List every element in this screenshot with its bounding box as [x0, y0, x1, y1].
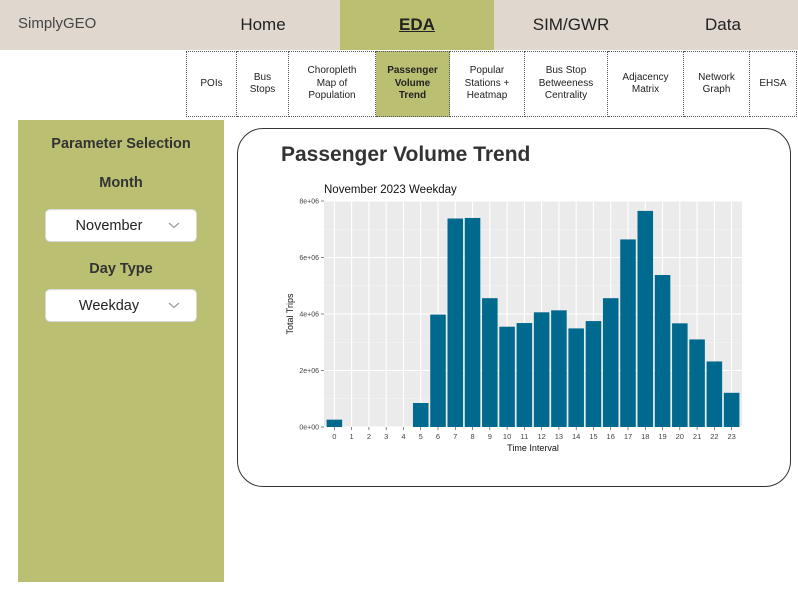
bar-hour-9: [482, 298, 498, 427]
x-tick-label: 16: [607, 432, 615, 441]
trend-panel: Passenger Volume Trend November 2023 Wee…: [237, 128, 791, 487]
bar-hour-15: [585, 321, 602, 427]
bar-hour-8: [464, 217, 481, 427]
y-tick-label: 0e+00: [299, 425, 319, 432]
x-tick-label: 1: [350, 432, 354, 441]
bar-hour-22: [706, 361, 723, 427]
y-tick-label: 8e+06: [299, 199, 319, 206]
top-navbar: SimplyGEO Home EDA SIM/GWR Data: [0, 0, 798, 50]
day-type-select[interactable]: Weekday: [45, 289, 197, 322]
parameter-sidebar: Parameter Selection Month November Day T…: [18, 120, 224, 582]
x-tick-label: 21: [693, 432, 701, 441]
month-select[interactable]: November: [45, 209, 197, 242]
chevron-down-icon: [168, 222, 180, 229]
x-tick-label: 0: [332, 432, 336, 441]
x-tick-label: 2: [367, 432, 371, 441]
x-tick-label: 23: [727, 432, 735, 441]
bar-hour-12: [533, 312, 550, 427]
bar-hour-21: [689, 339, 705, 427]
x-tick-label: 19: [658, 432, 666, 441]
y-tick-label: 2e+06: [299, 368, 319, 375]
nav-data[interactable]: Data: [705, 15, 741, 34]
panel-title: Passenger Volume Trend: [281, 143, 531, 166]
month-label: Month: [99, 175, 143, 191]
x-tick-label: 7: [453, 432, 457, 441]
bar-hour-13: [551, 310, 567, 427]
x-axis-label: Time Interval: [507, 443, 559, 453]
tab-passenger-volume-trend[interactable]: Passenger Volume Trend: [376, 51, 450, 117]
bar-hour-16: [602, 298, 619, 427]
x-tick-label: 18: [641, 432, 649, 441]
eda-subtabs: POIs Bus Stops Choropleth Map of Populat…: [186, 51, 797, 117]
x-tick-label: 3: [384, 432, 388, 441]
x-tick-label: 6: [436, 432, 440, 441]
month-select-value: November: [75, 218, 143, 234]
tab-ehsa[interactable]: EHSA: [750, 51, 797, 117]
bar-hour-18: [637, 210, 654, 427]
tab-popular-stations[interactable]: Popular Stations + Heatmap: [450, 51, 525, 117]
tab-pois[interactable]: POIs: [186, 51, 237, 117]
tab-choropleth-map[interactable]: Choropleth Map of Population: [289, 51, 376, 117]
x-tick-label: 20: [676, 432, 684, 441]
tab-adjacency-matrix[interactable]: Adjacency Matrix: [608, 51, 684, 117]
nav-sim-gwr[interactable]: SIM/GWR: [532, 15, 610, 34]
x-tick-label: 10: [503, 432, 511, 441]
bar-hour-5: [412, 402, 429, 427]
tab-bus-stops[interactable]: Bus Stops: [237, 51, 289, 117]
bar-hour-10: [499, 326, 515, 427]
chart-title: November 2023 Weekday: [324, 184, 457, 196]
chevron-down-icon: [168, 302, 180, 309]
x-tick-label: 14: [572, 432, 580, 441]
tab-network-graph[interactable]: Network Graph: [684, 51, 750, 117]
y-tick-label: 4e+06: [299, 312, 319, 319]
nav-eda[interactable]: EDA: [340, 0, 494, 50]
parameter-selection-heading: Parameter Selection: [51, 136, 191, 152]
bar-hour-6: [430, 314, 446, 427]
nav-home[interactable]: Home: [240, 15, 286, 34]
tab-bus-stop-centrality[interactable]: Bus Stop Betweeness Centrality: [525, 51, 608, 117]
bar-hour-23: [723, 392, 740, 427]
x-tick-label: 11: [520, 432, 528, 441]
x-tick-label: 15: [589, 432, 597, 441]
passenger-volume-chart: November 2023 Weekday 0e+00 2e+06 4e+06 6e+0…: [285, 184, 742, 453]
y-tick-label: 6e+06: [299, 255, 319, 262]
day-type-select-value: Weekday: [78, 298, 140, 314]
x-tick-label: 4: [401, 432, 405, 441]
y-axis-label: Total Trips: [285, 293, 295, 335]
bar-hour-11: [516, 323, 533, 427]
day-type-label: Day Type: [89, 261, 153, 277]
bar-hour-19: [654, 275, 671, 427]
x-tick-label: 9: [488, 432, 492, 441]
x-tick-label: 5: [419, 432, 423, 441]
bar-hour-17: [620, 239, 636, 427]
x-tick-label: 12: [537, 432, 545, 441]
brand-name[interactable]: SimplyGEO: [18, 15, 97, 32]
bar-hour-20: [672, 323, 688, 427]
x-tick-label: 8: [470, 432, 474, 441]
x-tick-label: 13: [555, 432, 563, 441]
x-tick-label: 22: [710, 432, 718, 441]
x-tick-label: 17: [624, 432, 632, 441]
bar-hour-0: [326, 419, 343, 427]
bar-hour-7: [447, 218, 464, 427]
bar-hour-14: [568, 328, 584, 427]
